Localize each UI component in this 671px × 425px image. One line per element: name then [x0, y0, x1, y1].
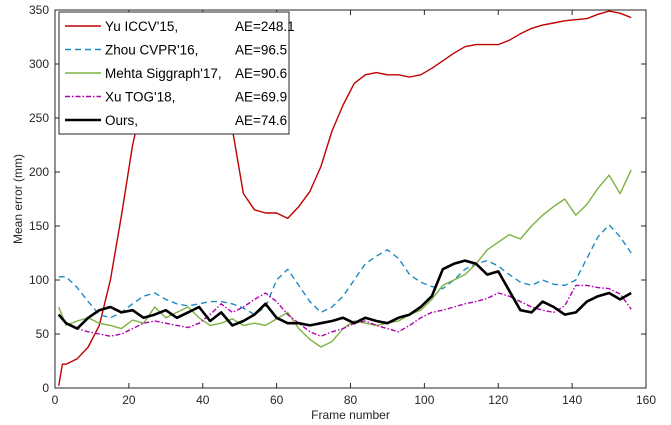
y-tick-label: 200 [29, 165, 49, 179]
x-tick-label: 80 [344, 393, 358, 407]
legend-ae-2: AE=96.5 [235, 43, 287, 58]
x-tick-label: 60 [270, 393, 284, 407]
y-axis-ticks: 0 50 100 150 200 250 300 350 [29, 3, 646, 395]
y-tick-label: 150 [29, 219, 49, 233]
legend-label-4: Xu TOG'18, [105, 90, 175, 105]
legend-label-2: Zhou CVPR'16, [105, 43, 198, 58]
y-tick-label: 250 [29, 111, 49, 125]
y-tick-label: 50 [36, 327, 50, 341]
y-axis-label: Mean error (mm) [11, 154, 25, 244]
x-tick-label: 40 [196, 393, 210, 407]
x-tick-label: 0 [52, 393, 59, 407]
x-tick-label: 160 [636, 393, 656, 407]
legend-ae-3: AE=90.6 [235, 66, 287, 81]
legend-ae-1: AE=248.1 [235, 19, 295, 34]
series-line-2 [58, 224, 632, 319]
legend-label-1: Yu ICCV'15, [105, 19, 178, 34]
series-line-3 [58, 169, 632, 348]
legend: Yu ICCV'15, AE=248.1 Zhou CVPR'16, AE=96.5 M… [58, 11, 295, 135]
y-tick-label: 100 [29, 273, 49, 287]
series-line-4 [58, 284, 632, 337]
x-tick-label: 20 [122, 393, 136, 407]
y-tick-label: 300 [29, 57, 49, 71]
y-tick-label: 0 [42, 381, 49, 395]
y-tick-label: 350 [29, 3, 49, 17]
series-line-5 [57, 259, 632, 330]
x-tick-label: 120 [488, 393, 508, 407]
x-axis-label: Frame number [311, 408, 390, 422]
legend-ae-4: AE=69.9 [235, 90, 287, 105]
legend-label-3: Mehta Siggraph'17, [105, 66, 222, 81]
x-tick-label: 100 [414, 393, 434, 407]
legend-label-5: Ours, [105, 113, 138, 128]
x-tick-label: 140 [562, 393, 582, 407]
legend-ae-5: AE=74.6 [235, 113, 287, 128]
